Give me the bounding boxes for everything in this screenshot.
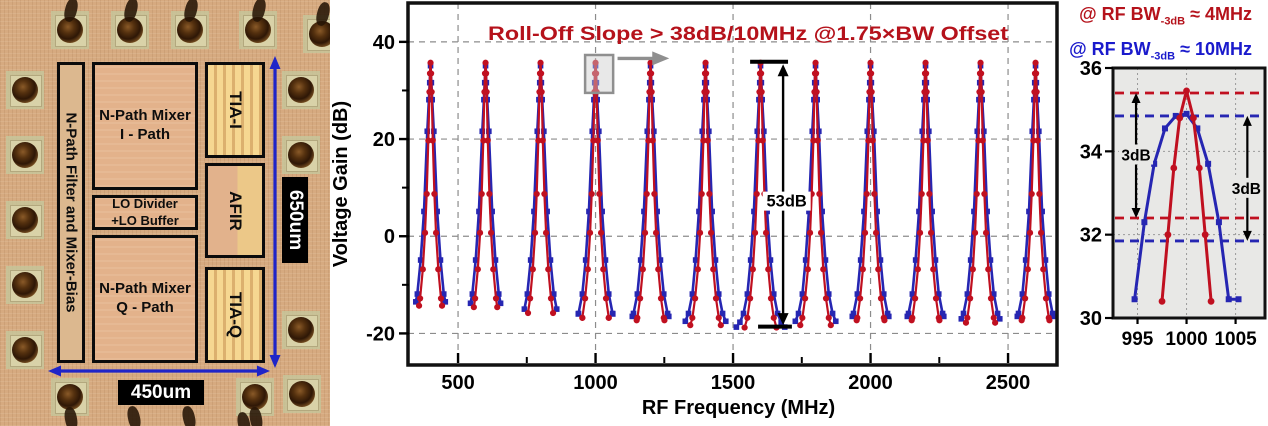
legend-item-4mhz: @ RF BW-3dB ≈ 4MHz — [1046, 1, 1252, 36]
legend-text: @ RF BW — [1069, 38, 1151, 59]
legend-text: ≈ 4MHz — [1185, 4, 1252, 24]
die-width-label: 450um — [118, 380, 204, 405]
block-npath-mixer-i: N-Path Mixer I - Path — [92, 62, 198, 190]
peak-curve-10mhz — [1131, 110, 1242, 303]
dimension-arrow-450um — [48, 365, 270, 377]
svg-text:32: 32 — [1080, 225, 1102, 247]
bond-pad — [12, 142, 38, 168]
gain-span-annotation: 53dB — [750, 59, 811, 329]
bond-pad — [12, 77, 38, 103]
axis-tick-labels: 500 1000 1500 2000 2500 40 20 0 -20 — [366, 32, 1030, 394]
dimension-arrows — [48, 56, 281, 377]
zoom-region-box — [583, 53, 615, 95]
peak-curve-4mhz — [1158, 87, 1215, 305]
svg-text:1005: 1005 — [1214, 329, 1257, 350]
block-label: I - Path — [119, 126, 170, 143]
block-label: +LO Buffer — [111, 212, 179, 228]
block-npath-filter-mixer-bias: N-Path Filter and Mixer-Bias — [57, 62, 85, 363]
zoom-pointer-arrow — [617, 51, 670, 66]
threedb-arrow-0: 3dB — [1119, 93, 1154, 218]
axis-titles: RF Frequency (MHz) Voltage Gain (dB) — [330, 101, 835, 419]
die-photo: N-Path Filter and Mixer-Bias N-Path Mixe… — [0, 0, 330, 426]
rolloff-annotation: Roll-Off Slope > 38dB/10MHz @1.75×BW Off… — [488, 24, 1009, 45]
svg-text:1000: 1000 — [573, 372, 618, 394]
axis-ticks — [399, 40, 1010, 363]
svg-text:34: 34 — [1080, 141, 1103, 163]
bond-pad — [57, 384, 83, 410]
legend-text: ≈ 10MHz — [1175, 38, 1252, 59]
block-npath-mixer-q: N-Path Mixer Q - Path — [92, 235, 198, 363]
bond-pad — [288, 142, 314, 168]
zoomed-peak-chart: 3dB 3dB 36 34 32 30 995 1000 1005 — [1080, 58, 1267, 350]
bond-pad — [288, 77, 314, 103]
bond-pad — [289, 381, 315, 407]
svg-text:Voltage Gain (dB): Voltage Gain (dB) — [330, 101, 352, 267]
svg-text:0: 0 — [384, 226, 395, 248]
svg-text:995: 995 — [1122, 329, 1154, 350]
svg-text:-20: -20 — [366, 323, 395, 345]
block-label: N-Path Mixer — [99, 280, 191, 298]
svg-text:500: 500 — [441, 372, 474, 394]
legend-subscript: -3dB — [1160, 15, 1186, 28]
bond-pad — [309, 21, 330, 47]
legend-subscript: -3dB — [1150, 50, 1176, 63]
block-tia-i: TIA-I — [205, 62, 265, 158]
svg-text:36: 36 — [1080, 58, 1102, 80]
svg-text:1000: 1000 — [1165, 329, 1207, 350]
svg-text:3dB: 3dB — [1232, 181, 1261, 198]
bond-pad — [242, 384, 268, 410]
die-height-label: 650um — [282, 177, 308, 263]
svg-text:RF Frequency (MHz): RF Frequency (MHz) — [642, 397, 835, 419]
block-lo-divider-buffer: LO Divider +LO Buffer — [92, 195, 198, 230]
axis-ticks — [1105, 66, 1237, 324]
svg-text:53dB: 53dB — [766, 193, 806, 211]
bandwidth-reference-lines — [1115, 91, 1263, 243]
threedb-arrow-1: 3dB — [1229, 115, 1264, 241]
bond-pad — [12, 207, 38, 233]
svg-text:2500: 2500 — [986, 372, 1031, 394]
dimension-arrow-650um — [269, 56, 281, 368]
svg-text:1500: 1500 — [711, 372, 756, 394]
block-label: LO Divider — [112, 196, 178, 212]
block-label: Q - Path — [116, 299, 174, 316]
legend-item-10mhz: @ RF BW-3dB ≈ 10MHz — [1046, 36, 1252, 71]
dimension-text: 450um — [130, 381, 192, 403]
axis-tick-labels: 36 34 32 30 995 1000 1005 — [1080, 58, 1257, 350]
svg-text:20: 20 — [373, 129, 395, 151]
block-tia-q: TIA-Q — [205, 267, 265, 363]
gain-comb-series-4mhz — [415, 59, 1053, 331]
svg-text:Roll-Off Slope > 38dB/10MHz @1: Roll-Off Slope > 38dB/10MHz @1.75×BW Off… — [488, 24, 1009, 45]
bond-pad — [288, 317, 314, 343]
svg-text:2000: 2000 — [848, 372, 893, 394]
bandwidth-legend: @ RF BW-3dB ≈ 4MHz @ RF BW-3dB ≈ 10MHz — [1046, 1, 1252, 70]
bond-pad — [12, 337, 38, 363]
svg-text:3dB: 3dB — [1121, 148, 1150, 165]
block-label: N-Path Mixer — [99, 107, 191, 125]
dimension-text: 650um — [285, 189, 307, 251]
block-afir: AFIR — [205, 163, 265, 258]
bond-pad — [12, 272, 38, 298]
legend-text: @ RF BW — [1079, 4, 1161, 24]
svg-text:30: 30 — [1080, 308, 1102, 330]
svg-text:40: 40 — [373, 32, 395, 54]
